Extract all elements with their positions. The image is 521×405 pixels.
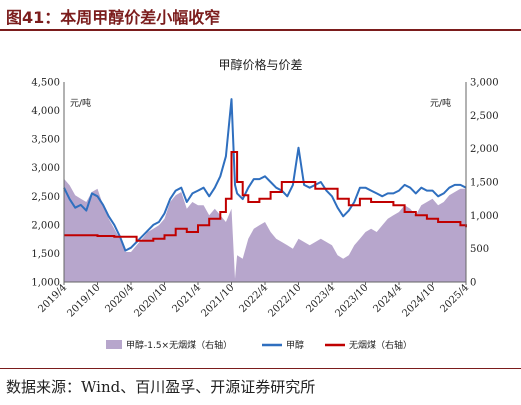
spread-area (64, 178, 466, 282)
right-tick-label: 1,500 (470, 178, 499, 189)
left-tick-label: 2,500 (31, 192, 60, 203)
x-tick-label: 2024/10 (400, 282, 437, 319)
legend-label-methanol: 甲醇 (286, 339, 304, 351)
legend-label-coal: 无烟煤（右轴） (349, 339, 412, 351)
x-tick-label: 2020/4 (103, 282, 136, 315)
right-tick-label: 0 (470, 278, 476, 289)
right-tick-label: 3,000 (470, 78, 499, 89)
x-tick-label: 2023/4 (304, 282, 337, 315)
figure-title: 图41：本周甲醇价差小幅收窄 (6, 8, 221, 27)
left-tick-label: 3,500 (31, 135, 60, 146)
coal-line (64, 151, 467, 242)
series-2 (64, 151, 467, 242)
x-tick-label: 2020/10 (132, 282, 169, 319)
series-0 (64, 178, 466, 282)
right-tick-label: 2,500 (470, 111, 499, 122)
left-tick-label: 1,500 (31, 249, 60, 260)
series-1 (63, 98, 467, 252)
x-tick-label: 2019/10 (65, 282, 102, 319)
x-tick-label: 2022/10 (266, 282, 303, 319)
left-tick-label: 4,500 (31, 78, 60, 89)
x-tick-label: 2024/4 (371, 282, 404, 315)
methanol-line (63, 98, 467, 252)
x-tick-label: 2025/4 (438, 282, 471, 315)
x-tick-label: 2022/4 (237, 282, 270, 315)
legend: 甲醇-1.5×无烟煤（右轴） 甲醇 无烟煤（右轴） (106, 339, 412, 351)
left-tick-label: 1,000 (31, 278, 60, 289)
plot-area (63, 98, 467, 282)
right-tick-label: 1,000 (470, 211, 499, 222)
legend-swatch-spread (106, 340, 122, 349)
x-tick-label: 2021/10 (199, 282, 236, 319)
source-note: 数据来源：Wind、百川盈孚、开源证券研究所 (6, 378, 316, 396)
chart-title: 甲醇价格与价差 (218, 58, 303, 72)
source-divider (0, 368, 521, 369)
x-tick-label: 2021/4 (170, 282, 203, 315)
left-tick-label: 2,000 (31, 220, 60, 231)
left-tick-label: 3,000 (31, 163, 60, 174)
title-divider (0, 29, 521, 31)
right-tick-label: 2,000 (470, 144, 499, 155)
left-tick-label: 4,000 (31, 106, 60, 117)
x-tick-label: 2023/10 (333, 282, 370, 319)
right-tick-label: 500 (470, 244, 489, 255)
legend-label-spread: 甲醇-1.5×无烟煤（右轴） (126, 339, 232, 351)
right-axis-unit: 元/吨 (430, 97, 451, 109)
left-axis-unit: 元/吨 (70, 97, 91, 109)
